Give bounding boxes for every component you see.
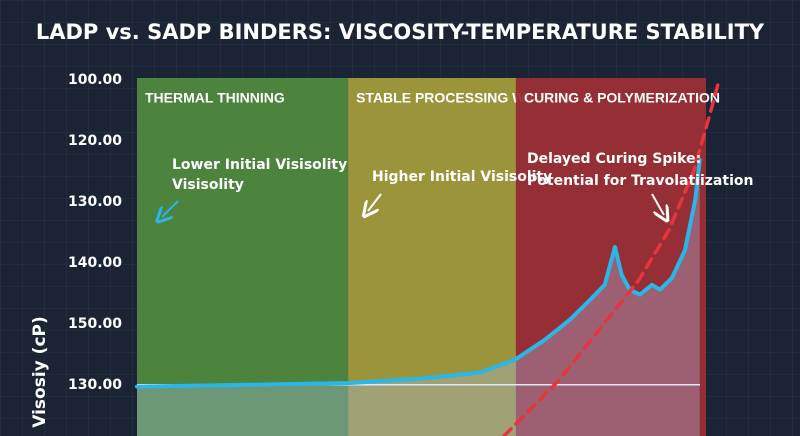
- y-tick-label: 120.00: [68, 133, 122, 149]
- annotation-arrow: [651, 193, 664, 215]
- area: [137, 159, 700, 436]
- annotation: Lower Initial Visisolity: [172, 157, 347, 173]
- annotation: Visisolity: [172, 177, 244, 193]
- y-axis-label: Visosiy (cP): [30, 316, 50, 428]
- region-label: CURING & POLYMERIZATION: [524, 90, 720, 106]
- annotation-arrow: [368, 193, 382, 211]
- annotation: Potential for Travolatiization: [527, 173, 753, 189]
- y-tick-label: 130.00: [68, 194, 122, 210]
- series-line: [135, 157, 702, 389]
- series-line: [502, 78, 721, 436]
- region: [137, 78, 349, 436]
- y-tick-label: 100.00: [68, 72, 122, 88]
- annotation-arrow: [162, 200, 179, 217]
- y-tick-label: 150.00: [68, 316, 122, 332]
- annotation: Higher Initial Visisolity: [372, 169, 552, 185]
- region-label: THERMAL THINNING: [145, 90, 285, 106]
- y-tick-label: 130.00: [68, 377, 122, 393]
- chart-title: LADP vs. SADP BINDERS: VISCOSITY-TEMPERA…: [36, 20, 765, 44]
- annotation: Delayed Curing Spike:: [527, 151, 701, 167]
- y-tick-label: 140.00: [68, 255, 122, 271]
